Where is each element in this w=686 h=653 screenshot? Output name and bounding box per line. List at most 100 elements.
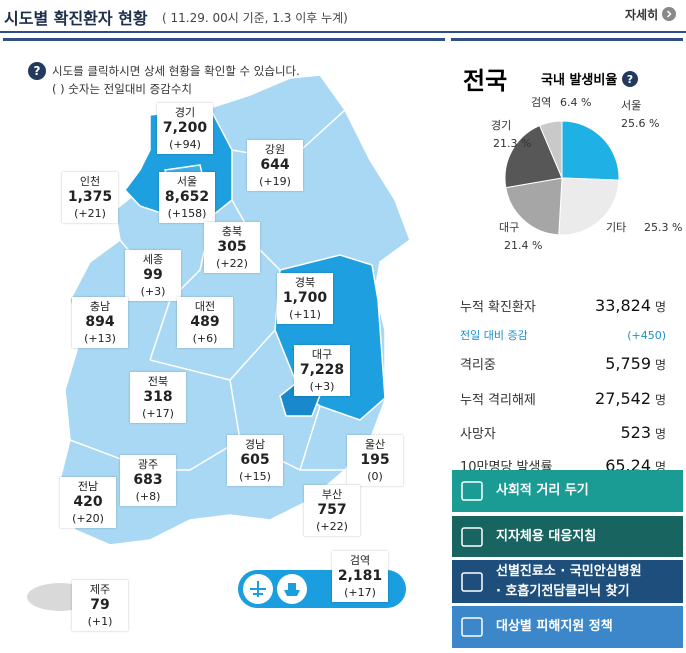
link-text: 선별진료소 · 국민안심병원 · 호흡기전담클리닉 찾기 xyxy=(496,562,642,602)
region-change: (+11) xyxy=(289,308,321,321)
region-label[interactable]: 대구 7,228 (+3) xyxy=(294,345,350,396)
region-label[interactable]: 충남 894 (+13) xyxy=(72,297,128,348)
pie-title: 국내 발생비율 xyxy=(541,72,617,88)
region-change: (+17) xyxy=(142,407,174,420)
icon-shape xyxy=(461,617,483,637)
link-line: 지자체용 대응지침 xyxy=(496,528,597,544)
nation-card: 전국 국내 발생비율 ? 서울 25.6 % 기타 25.3 % 대구 21.4 % 경기 2… xyxy=(451,38,683,473)
stat-label: 전일 대비 증감 xyxy=(460,328,528,342)
region-change: (+20) xyxy=(72,512,104,525)
stat-label: 사망자 xyxy=(460,427,496,442)
region-change: (+13) xyxy=(84,332,116,345)
help-icon-text: ? xyxy=(34,64,41,78)
slice-name: 검역 xyxy=(531,96,551,109)
region-name: 충북 xyxy=(221,225,243,238)
region-name: 강원 xyxy=(264,143,286,156)
pie-slice xyxy=(505,177,563,236)
link-icon xyxy=(461,571,483,592)
region-label[interactable]: 경북 1,700 (+11) xyxy=(277,273,333,324)
slice-name: 기타 xyxy=(606,221,626,234)
region-count: 605 xyxy=(240,452,270,468)
region-count: 2,181 xyxy=(337,568,383,584)
region-label[interactable]: 서울 8,652 (+158) xyxy=(159,172,215,223)
region-name: 경북 xyxy=(294,276,316,289)
region-count: 683 xyxy=(133,472,163,488)
stat-unit: 명 xyxy=(655,358,666,372)
link-line: 대상별 피해지원 정책 xyxy=(496,619,613,634)
slice-value: 21.3 % xyxy=(493,137,531,150)
stat-value: 65.24 xyxy=(605,456,651,473)
region-label[interactable]: 광주 683 (+8) xyxy=(120,455,176,506)
link-icon xyxy=(461,526,483,547)
link-line: 사회적 거리 두기 xyxy=(496,483,589,498)
region-label[interactable]: 세종 99 (+3) xyxy=(125,250,181,301)
region-label[interactable]: 부산 757 (+22) xyxy=(304,485,360,536)
region-name: 울산 xyxy=(364,438,386,451)
link-line: 선별진료소 · 국민안심병원 xyxy=(496,563,642,579)
region-change: (+21) xyxy=(74,207,106,220)
region-count: 7,228 xyxy=(299,362,345,378)
help-icon xyxy=(28,62,46,80)
icon-shape xyxy=(461,481,483,501)
region-name: 인천 xyxy=(79,175,101,188)
region-label[interactable]: 울산 195 (0) xyxy=(347,435,403,486)
region-change: (+15) xyxy=(239,470,271,483)
region-change: (+19) xyxy=(259,175,291,188)
slice-value: 25.3 % xyxy=(644,221,682,234)
region-count: 305 xyxy=(217,239,247,255)
help-text: ( ) 숫자는 전일대비 증감수치 xyxy=(52,82,192,96)
region-name: 제주 xyxy=(89,583,111,596)
region-label[interactable]: 강원 644 (+19) xyxy=(247,140,303,191)
region-name: 전남 xyxy=(77,480,99,493)
more-button[interactable]: 자세히 xyxy=(625,6,677,23)
region-change: (+3) xyxy=(309,380,335,393)
region-label[interactable]: 경남 605 (+15) xyxy=(227,435,283,486)
more-label: 자세히 xyxy=(625,8,659,22)
link-button[interactable]: 대상별 피해지원 정책 xyxy=(452,606,683,648)
region-label[interactable]: 전북 318 (+17) xyxy=(130,372,186,423)
region-change: (+6) xyxy=(192,332,218,345)
link-icon xyxy=(461,617,483,637)
stat-value: 27,542 xyxy=(595,389,651,408)
pie-help-text: ? xyxy=(627,73,633,86)
region-label[interactable]: 인천 1,375 (+21) xyxy=(62,172,118,223)
slice-value: 21.4 % xyxy=(504,239,542,252)
region-count: 489 xyxy=(190,314,220,330)
nation-title: 전국 xyxy=(463,67,507,95)
region-count: 894 xyxy=(85,314,115,330)
region-name: 경남 xyxy=(244,438,266,451)
region-label[interactable]: 제주 79 (+1) xyxy=(72,580,128,631)
region-count: 644 xyxy=(260,157,290,173)
link-button[interactable]: 지자체용 대응지침 xyxy=(452,516,683,557)
region-count: 1,700 xyxy=(282,290,328,306)
region-label[interactable]: 경기 7,200 (+94) xyxy=(157,103,213,154)
region-name: 대구 xyxy=(311,348,333,361)
pie-slice xyxy=(504,124,563,189)
region-change: (+22) xyxy=(316,520,348,533)
stat-unit: 명 xyxy=(655,393,666,407)
stat-value: 5,759 xyxy=(605,354,651,373)
slice-name: 경기 xyxy=(491,119,511,132)
region-count: 8,652 xyxy=(164,189,210,205)
region-name: 부산 xyxy=(321,488,343,501)
link-button[interactable]: 사회적 거리 두기 xyxy=(452,470,683,512)
region-label[interactable]: 전남 420 (+20) xyxy=(60,477,116,528)
region-name: 충남 xyxy=(89,300,111,313)
link-text: 대상별 피해지원 정책 xyxy=(496,617,613,637)
stat-label: 누적 격리해제 xyxy=(460,393,536,408)
region-label[interactable]: 검역 2,181 (+17) xyxy=(332,551,388,602)
region-label[interactable]: 충북 305 (+22) xyxy=(204,222,260,273)
pie-slice xyxy=(558,177,620,236)
link-button[interactable]: 선별진료소 · 국민안심병원 · 호흡기전담클리닉 찾기 xyxy=(452,560,683,603)
subtitle: ( 11.29. 00시 기준, 1.3 이후 누계) xyxy=(162,11,348,25)
icon-shape xyxy=(461,526,483,547)
slice-value: 25.6 % xyxy=(621,117,659,130)
region-count: 318 xyxy=(143,389,173,405)
region-name: 서울 xyxy=(176,175,198,188)
region-label[interactable]: 대전 489 (+6) xyxy=(177,297,233,348)
pie-slice xyxy=(561,120,620,181)
region-change: (+1) xyxy=(87,615,113,628)
stat-unit: 명 xyxy=(655,460,666,473)
stat-label: 격리중 xyxy=(460,358,496,373)
